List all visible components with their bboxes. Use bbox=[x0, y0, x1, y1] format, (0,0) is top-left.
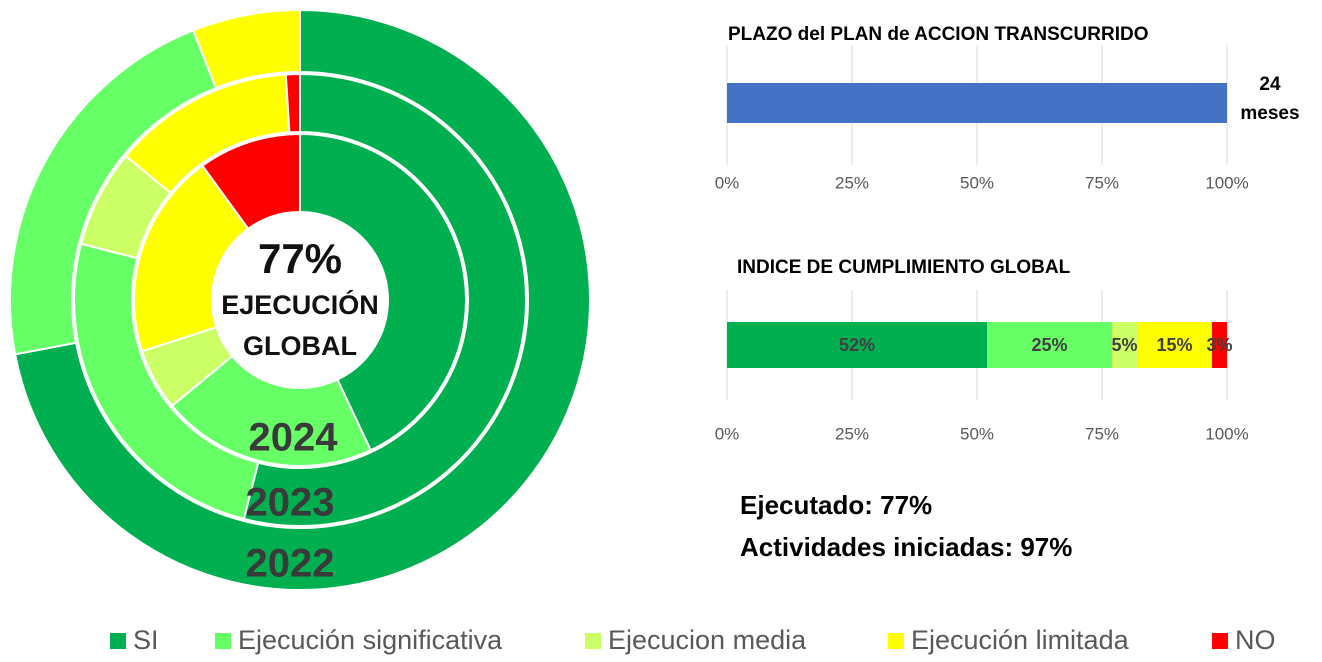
x-tick-label: 0% bbox=[715, 173, 740, 192]
x-tick-label: 50% bbox=[960, 424, 994, 443]
ring-label: 2024 bbox=[249, 416, 339, 460]
legend-swatch bbox=[110, 633, 126, 649]
legend-swatch bbox=[888, 633, 904, 649]
legend-label: NO bbox=[1235, 625, 1276, 655]
value-label: 3% bbox=[1206, 335, 1232, 355]
donut-segment bbox=[242, 72, 527, 527]
bar bbox=[1212, 322, 1227, 368]
value-label: 52% bbox=[839, 335, 875, 355]
bar bbox=[727, 83, 1227, 123]
donut-segment bbox=[133, 164, 250, 353]
bar bbox=[1137, 322, 1212, 368]
legend-label: Ejecucion media bbox=[608, 625, 807, 655]
x-tick-label: 25% bbox=[835, 424, 869, 443]
value-label: 25% bbox=[1031, 335, 1067, 355]
summary-text: Ejecutado: 77% bbox=[740, 490, 932, 520]
bar-annotation: meses bbox=[1240, 103, 1299, 124]
center-text: GLOBAL bbox=[243, 331, 357, 361]
legend-swatch bbox=[215, 633, 231, 649]
ring-label: 2023 bbox=[246, 481, 335, 525]
x-tick-label: 100% bbox=[1205, 424, 1248, 443]
ring-label: 2022 bbox=[246, 542, 335, 586]
legend-swatch bbox=[1212, 633, 1228, 649]
chart-title: INDICE DE CUMPLIMIENTO GLOBAL bbox=[737, 257, 1071, 278]
donut-segment bbox=[170, 354, 373, 467]
legend-swatch bbox=[585, 633, 601, 649]
bar-annotation: 24 bbox=[1259, 74, 1281, 95]
legend-label: Ejecución significativa bbox=[238, 625, 503, 655]
bar bbox=[727, 322, 987, 368]
summary-text: Actividades iniciadas: 97% bbox=[740, 532, 1072, 562]
bar bbox=[1112, 322, 1137, 368]
value-label: 5% bbox=[1111, 335, 1137, 355]
x-tick-label: 75% bbox=[1085, 173, 1119, 192]
legend-label: SI bbox=[133, 625, 159, 655]
x-tick-label: 0% bbox=[715, 424, 740, 443]
donut-segment bbox=[13, 8, 591, 591]
legend-label: Ejecución limitada bbox=[911, 625, 1130, 655]
x-tick-label: 25% bbox=[835, 173, 869, 192]
donut-segment bbox=[201, 132, 301, 231]
x-tick-label: 75% bbox=[1085, 424, 1119, 443]
bar bbox=[987, 322, 1112, 368]
donut-segment bbox=[284, 72, 301, 134]
chart-title: PLAZO del PLAN de ACCION TRANSCURRIDO bbox=[728, 24, 1148, 45]
x-tick-label: 100% bbox=[1205, 173, 1248, 192]
x-tick-label: 50% bbox=[960, 173, 994, 192]
donut-segment bbox=[299, 132, 467, 452]
center-text: EJECUCIÓN bbox=[221, 289, 379, 320]
value-label: 15% bbox=[1156, 335, 1192, 355]
center-text: 77% bbox=[258, 235, 342, 282]
